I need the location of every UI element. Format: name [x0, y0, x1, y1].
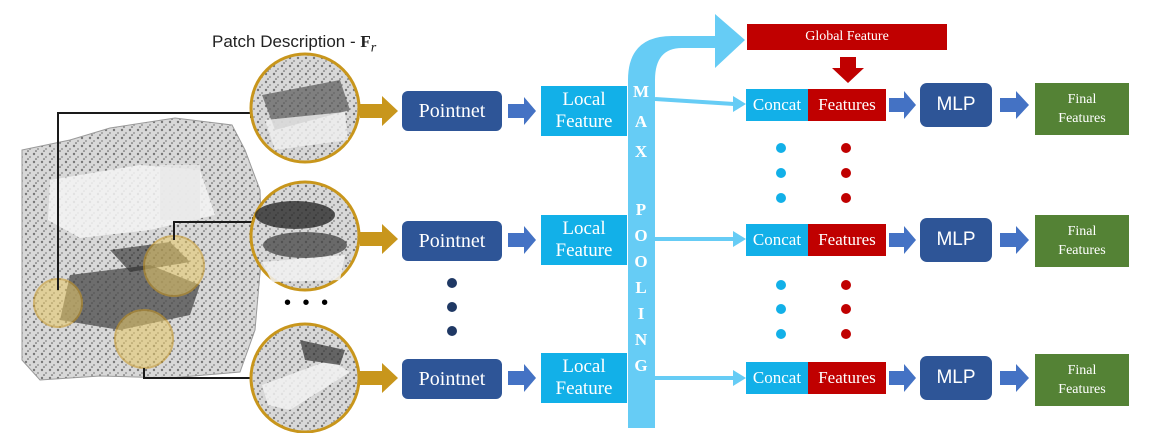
blue-arrow-1 — [508, 97, 536, 125]
gold-arrow-2 — [360, 224, 398, 254]
patch-circle-1 — [249, 52, 361, 164]
final-features-box-1: Final Features — [1035, 83, 1129, 135]
maxpool-letter: X — [634, 142, 648, 161]
local-feature-box-3: Local Feature — [541, 353, 627, 403]
patch-circle-2 — [249, 180, 361, 292]
blue-arrow-3 — [508, 364, 536, 392]
maxpool-letter: M — [632, 82, 650, 101]
final-features-box-2: Final Features — [1035, 215, 1129, 267]
leader-line-1 — [57, 112, 250, 290]
mlp-box-2: MLP — [920, 218, 992, 262]
features-box-2: Features — [808, 224, 886, 256]
maxpool-letter: A — [634, 112, 648, 131]
features-box-1: Features — [808, 89, 886, 121]
patch-ellipsis: • • • — [284, 292, 332, 314]
concat-box-3: Concat — [746, 362, 808, 394]
vertical-dots-concat — [776, 143, 851, 339]
maxpool-letter: L — [635, 278, 647, 297]
maxpool-letter: O — [634, 226, 648, 245]
blue-arrow-2 — [508, 226, 536, 254]
patch-highlight-3 — [114, 309, 174, 369]
global-feature-box: Global Feature — [747, 24, 947, 50]
maxpool-letter: P — [635, 200, 647, 219]
leader-line-3 — [143, 368, 252, 379]
gold-arrow-3 — [360, 363, 398, 393]
features-box-3: Features — [808, 362, 886, 394]
patch-highlight-1 — [143, 235, 205, 297]
pointnet-box-1: Pointnet — [402, 91, 502, 131]
max-pooling-bar — [628, 14, 745, 428]
maxpool-letter: G — [634, 356, 648, 375]
final-features-box-3: Final Features — [1035, 354, 1129, 406]
maxpool-letter: I — [637, 304, 645, 323]
mlp-box-3: MLP — [920, 356, 992, 400]
mlp-box-1: MLP — [920, 83, 992, 127]
global-down-arrow — [832, 57, 864, 83]
local-feature-box-2: Local Feature — [541, 215, 627, 265]
vertical-dots-pointnet — [447, 278, 457, 336]
concat-box-2: Concat — [746, 224, 808, 256]
pointnet-box-3: Pointnet — [402, 359, 502, 399]
local-feature-box-1: Local Feature — [541, 86, 627, 136]
leader-line-2 — [173, 221, 252, 240]
gold-arrow-1 — [360, 96, 398, 126]
patch-circle-3 — [249, 322, 361, 433]
pointnet-box-2: Pointnet — [402, 221, 502, 261]
maxpool-letter: O — [634, 252, 648, 271]
concat-box-1: Concat — [746, 89, 808, 121]
maxpool-letter: N — [634, 330, 648, 349]
patch-description-title: Patch Description - Fr — [212, 32, 377, 56]
